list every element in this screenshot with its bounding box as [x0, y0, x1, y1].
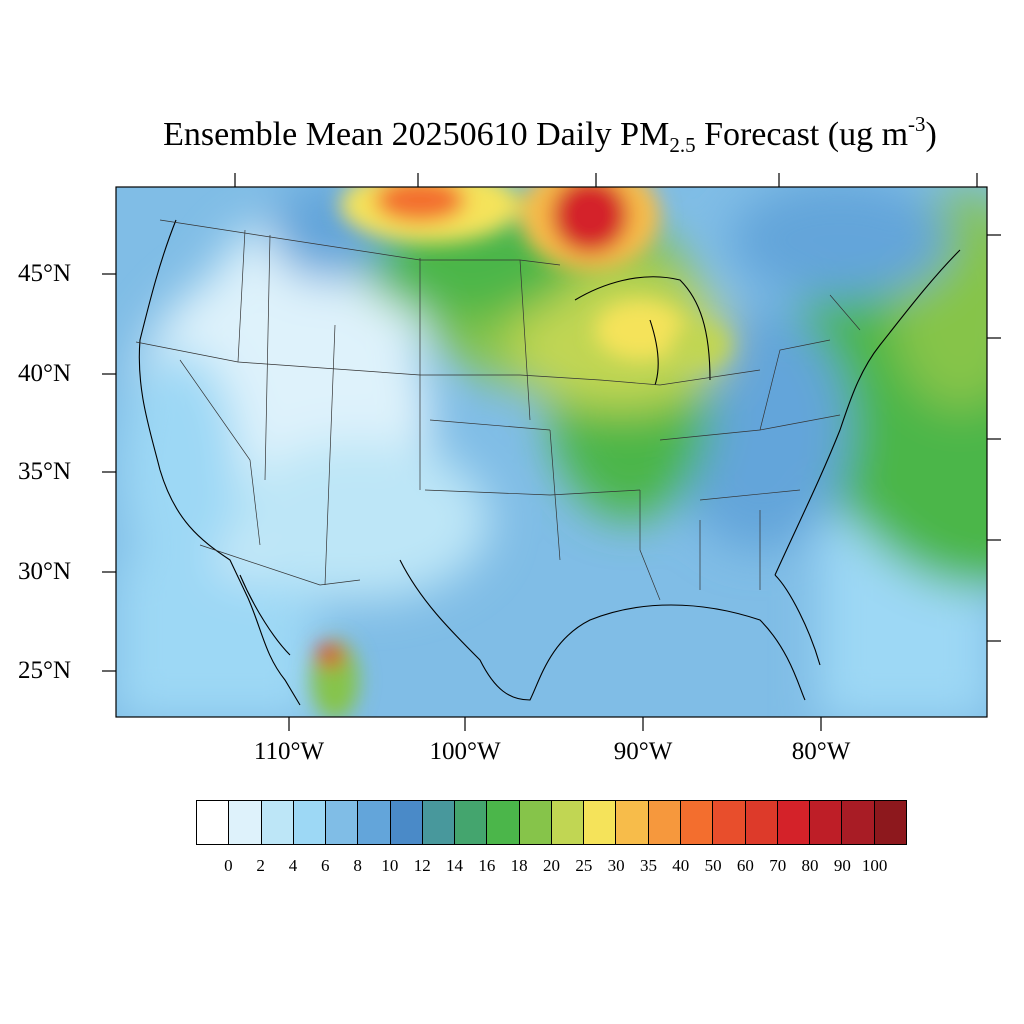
- colorbar: [196, 800, 907, 845]
- colorbar-swatch: [842, 801, 875, 844]
- colorbar-label: 12: [413, 856, 431, 875]
- colorbar-swatch: [648, 801, 681, 844]
- lon-label-80w: 80°W: [791, 738, 851, 765]
- colorbar-label: 2: [256, 856, 265, 875]
- title-subscript: 2.5: [669, 133, 696, 157]
- colorbar-label: 100: [861, 856, 888, 875]
- colorbar-swatch: [810, 801, 843, 844]
- colorbar-label: 25: [575, 856, 593, 875]
- colorbar-swatch: [455, 801, 488, 844]
- lon-label-100w: 100°W: [429, 738, 501, 765]
- colorbar-swatch: [745, 801, 778, 844]
- colorbar-swatch: [616, 801, 649, 844]
- colorbar-label: 4: [288, 856, 298, 875]
- colorbar-label: 60: [736, 856, 754, 875]
- colorbar-swatch: [390, 801, 423, 844]
- title-middle: Forecast (ug m: [695, 116, 909, 153]
- colorbar-swatch: [680, 801, 714, 844]
- title-end: ): [925, 116, 937, 153]
- lon-label-110w: 110°W: [253, 738, 325, 765]
- title-prefix: Ensemble Mean 20250610 Daily PM: [163, 116, 670, 153]
- colorbar-swatch: [874, 801, 906, 844]
- colorbar-swatch: [422, 801, 456, 844]
- colorbar-label: 8: [353, 856, 362, 875]
- lat-label-45: 45°N: [18, 260, 72, 287]
- lat-label-25: 25°N: [18, 657, 72, 684]
- colorbar-swatch: [229, 801, 262, 844]
- colorbar-label: 0: [224, 856, 233, 875]
- colorbar-label: 80: [801, 856, 819, 875]
- map-frame: [115, 186, 988, 718]
- coastlines: [138, 219, 961, 706]
- colorbar-label: 70: [769, 856, 787, 875]
- colorbar-swatch: [584, 801, 617, 844]
- lat-label-30: 30°N: [18, 558, 72, 585]
- colorbar-swatch: [293, 801, 327, 844]
- colorbar-swatch: [487, 801, 520, 844]
- state-borders: [135, 219, 861, 601]
- colorbar-label: 18: [510, 856, 528, 875]
- colorbar-swatch: [358, 801, 391, 844]
- colorbar-label: 14: [446, 856, 464, 875]
- lon-label-90w: 90°W: [613, 738, 673, 765]
- axis-ticks: [102, 173, 1001, 731]
- title-superscript: -3: [908, 112, 926, 136]
- colorbar-label: 40: [672, 856, 690, 875]
- colorbar-label: 20: [543, 856, 560, 875]
- colorbar-label: 90: [833, 856, 851, 875]
- colorbar-swatch: [197, 801, 230, 844]
- concentration-field: [116, 187, 987, 717]
- lat-label-40: 40°N: [18, 360, 72, 387]
- colorbar-swatch: [713, 801, 746, 844]
- colorbar-label: 50: [704, 856, 722, 875]
- colorbar-label: 16: [478, 856, 496, 875]
- colorbar-label: 10: [381, 856, 399, 875]
- colorbar-swatch: [326, 801, 359, 844]
- lat-label-35: 35°N: [18, 458, 72, 485]
- colorbar-swatch: [551, 801, 585, 844]
- colorbar-label: 6: [321, 856, 330, 875]
- colorbar-swatch: [777, 801, 811, 844]
- colorbar-swatch: [519, 801, 552, 844]
- map-title: Ensemble Mean 20250610 Daily PM2.5 Forec…: [0, 112, 1024, 158]
- colorbar-label: 30: [607, 856, 625, 875]
- colorbar-swatch: [261, 801, 294, 844]
- colorbar-label: 35: [639, 856, 657, 875]
